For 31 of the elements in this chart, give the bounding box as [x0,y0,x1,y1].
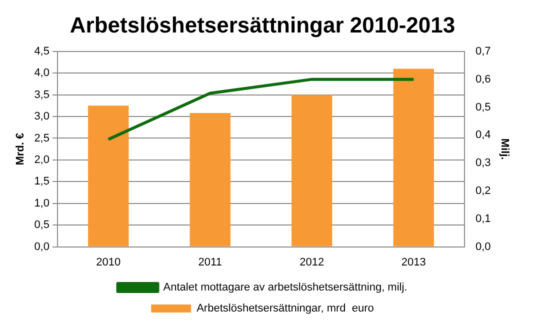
y2-tick-label: 0,1 [476,212,491,225]
y-tick-label: 3,5 [34,88,50,101]
y2-tick-label: 0,0 [476,240,491,253]
x-tick-label: 2011 [198,256,222,268]
bar [190,113,230,246]
y-tick-label: 0,5 [34,219,50,232]
y-tick-label: 0,0 [34,240,50,253]
y2-tick-label: 0,5 [476,101,491,114]
y2-tick-label: 0,3 [476,157,491,170]
x-tick-label: 2013 [401,256,426,268]
bar [88,106,129,246]
y-tick-label: 1,0 [34,197,50,210]
y-tick-label: 2,5 [34,132,50,144]
y-axis-title: Mrd. € [14,132,27,166]
y2-tick-label: 0,6 [476,73,491,86]
legend-label: Antalet mottagare av arbetslöshetsersättning, milj. [163,282,408,294]
x-tick-label: 2012 [300,256,324,268]
y2-tick-label: 0,2 [476,185,491,198]
legend-label: Arbetslöshetsersättningar, mrd euro [196,302,374,315]
y-tick-label: 4,5 [34,45,50,58]
y-tick-label: 2,0 [34,154,50,166]
y-tick-label: 4,0 [34,67,50,80]
bar [393,68,434,246]
chart-title: Arbetslöshetsersättningar 2010-2013 [70,12,456,38]
y-tick-label: 1,5 [34,176,50,188]
y2-axis-title: Milj. [498,138,510,160]
y2-tick-label: 0,7 [476,45,491,58]
y2-tick-label: 0,4 [476,129,491,142]
bar [292,94,332,246]
x-tick-label: 2010 [96,256,121,268]
y-tick-label: 3,0 [34,110,50,123]
